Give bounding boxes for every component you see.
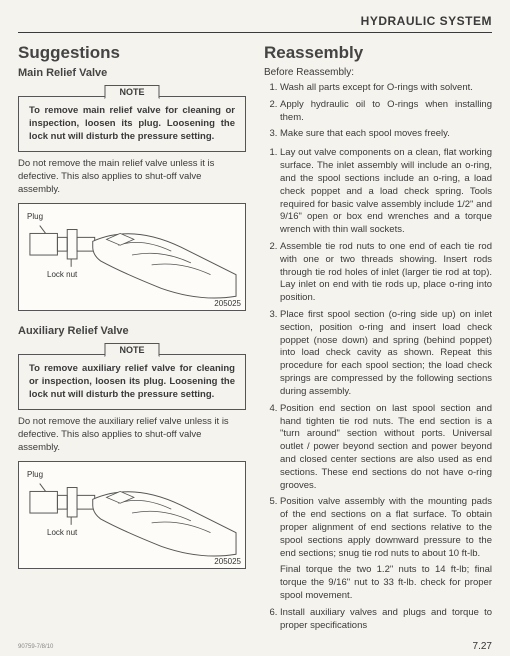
step-5-body: Position valve assembly with the mountin… xyxy=(280,496,492,558)
before-steps-list: Wash all parts except for O-rings with s… xyxy=(264,82,492,141)
note-tab-2: NOTE xyxy=(104,343,159,357)
page-header: HYDRAULIC SYSTEM xyxy=(18,14,492,33)
note-tab-wrap: NOTE xyxy=(18,85,246,97)
before-step: Make sure that each spool moves freely. xyxy=(280,128,492,141)
footer-code: 90759-7/8/10 xyxy=(18,644,53,650)
step-1: Lay out valve components on a clean, fla… xyxy=(280,147,492,237)
aux-relief-figure: Plug Lock nut 205025 xyxy=(18,461,246,569)
locknut-label: Lock nut xyxy=(47,270,77,279)
main-relief-figure: Plug Lock nut 205025 xyxy=(18,203,246,311)
figure-number-2: 205025 xyxy=(214,557,241,566)
content-columns: Suggestions Main Relief Valve NOTE To re… xyxy=(18,43,492,637)
step-4: Position end section on last spool secti… xyxy=(280,403,492,493)
aux-relief-note: To remove auxiliary relief valve for cle… xyxy=(18,354,246,410)
step-6: Install auxiliary valves and plugs and t… xyxy=(280,607,492,633)
step-5-tail: Final torque the two 1.2" nuts to 14 ft-… xyxy=(280,564,492,601)
right-column: Reassembly Before Reassembly: Wash all p… xyxy=(264,43,492,637)
plug-label-2: Plug xyxy=(27,470,43,479)
before-reassembly-label: Before Reassembly: xyxy=(264,67,492,78)
page-number: 7.27 xyxy=(473,641,492,652)
wrench-illustration-2 xyxy=(19,462,245,568)
main-relief-heading: Main Relief Valve xyxy=(18,67,246,79)
main-relief-para: Do not remove the main relief valve unle… xyxy=(18,158,246,196)
reassembly-heading: Reassembly xyxy=(264,43,492,63)
step-5: Position valve assembly with the mountin… xyxy=(280,496,492,603)
before-step: Apply hydraulic oil to O-rings when inst… xyxy=(280,99,492,125)
wrench-illustration-1 xyxy=(19,204,245,310)
before-step: Wash all parts except for O-rings with s… xyxy=(280,82,492,95)
suggestions-heading: Suggestions xyxy=(18,43,246,63)
main-steps-list: Lay out valve components on a clean, fla… xyxy=(264,147,492,632)
plug-label: Plug xyxy=(27,212,43,221)
aux-relief-para: Do not remove the auxiliary relief valve… xyxy=(18,416,246,454)
figure-number: 205025 xyxy=(214,299,241,308)
step-2: Assemble tie rod nuts to one end of each… xyxy=(280,241,492,305)
aux-relief-heading: Auxiliary Relief Valve xyxy=(18,325,246,337)
locknut-label-2: Lock nut xyxy=(47,528,77,537)
main-relief-note: To remove main relief valve for cleaning… xyxy=(18,96,246,152)
step-3: Place first spool section (o-ring side u… xyxy=(280,309,492,399)
left-column: Suggestions Main Relief Valve NOTE To re… xyxy=(18,43,246,637)
note-tab: NOTE xyxy=(104,85,159,99)
note-tab-wrap-2: NOTE xyxy=(18,343,246,355)
